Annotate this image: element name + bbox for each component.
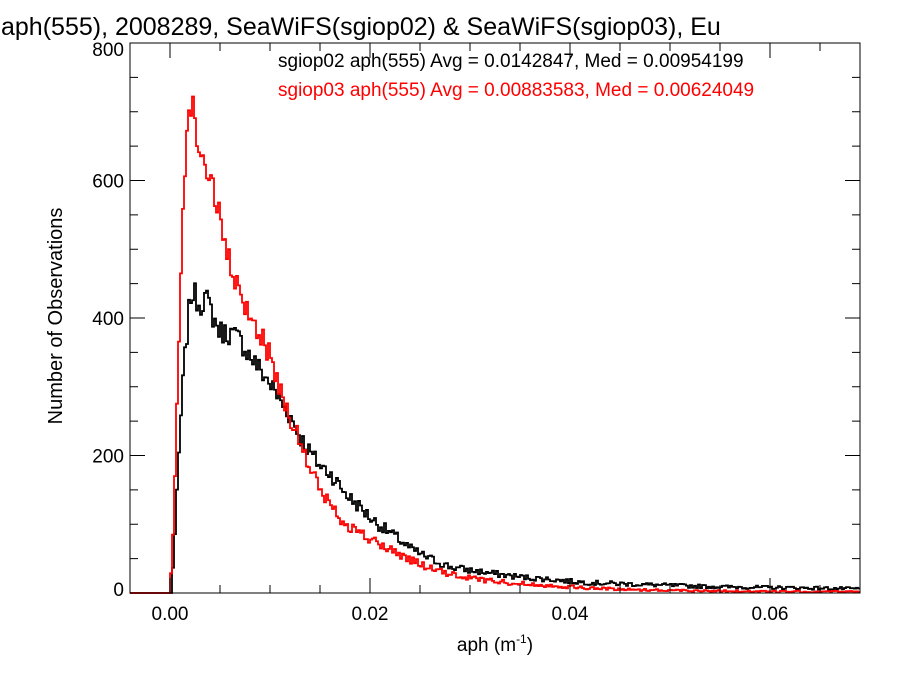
x-axis-label-close: ) (527, 635, 533, 656)
chart-title: aph(555), 2008289, SeaWiFS(sgiop02) & Se… (1, 13, 721, 41)
x-axis-label-exponent: -1 (516, 632, 527, 646)
y-tick-label: 0 (113, 580, 124, 601)
x-tick-label: 0.00 (152, 604, 189, 625)
x-axis-label: aph (m-1) (457, 632, 533, 656)
legend-entry-sgiop03: sgiop03 aph(555) Avg = 0.00883583, Med =… (278, 80, 754, 101)
plot-frame-layer (129, 42, 861, 594)
y-tick-label: 200 (92, 447, 124, 468)
legend-entry-sgiop02: sgiop02 aph(555) Avg = 0.0142847, Med = … (278, 51, 744, 72)
series-line-sgiop03 (130, 95, 860, 594)
x-tick-label: 0.02 (352, 604, 389, 625)
x-tick-label: 0.06 (752, 604, 789, 625)
y-tick-label: 800 (92, 40, 124, 61)
y-tick-label: 400 (92, 309, 124, 330)
plot-frame (129, 42, 861, 594)
y-axis-label: Number of Observations (45, 208, 67, 425)
series-layer (130, 95, 860, 594)
x-tick-label: 0.04 (552, 604, 589, 625)
x-axis-label-text: aph (m (457, 635, 516, 656)
y-tick-label: 600 (92, 172, 124, 193)
tick-layer: 0.00 0.02 0.04 0.06 0 200 400 600 800 (92, 40, 860, 625)
series-line-sgiop02 (130, 282, 860, 594)
